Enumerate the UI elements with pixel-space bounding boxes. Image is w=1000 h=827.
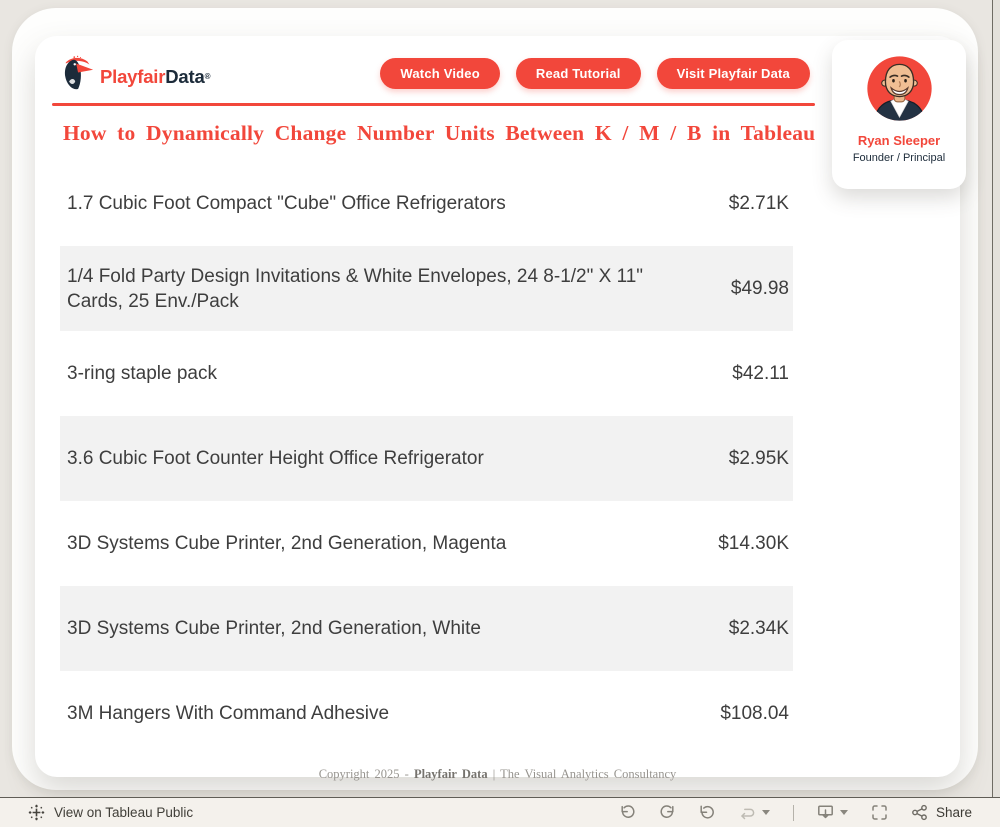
playfair-wordmark: PlayfairData®: [100, 66, 210, 88]
read-tutorial-button[interactable]: Read Tutorial: [515, 57, 641, 89]
toolbar-actions: Share: [619, 804, 972, 821]
wordmark-data: Data: [165, 66, 205, 87]
view-on-tableau-public-label: View on Tableau Public: [54, 805, 194, 820]
redo-icon[interactable]: [659, 804, 676, 821]
share-label: Share: [935, 805, 972, 820]
author-role: Founder / Principal: [852, 152, 946, 164]
sales-value: $14.30K: [718, 532, 789, 554]
sales-value: $49.98: [730, 277, 789, 299]
viz-title: How to Dynamically Change Number Units B…: [63, 121, 816, 145]
product-name: 3M Hangers With Command Adhesive: [67, 703, 390, 724]
fullscreen-icon[interactable]: [871, 804, 888, 821]
product-name: 1.7 Cubic Foot Compact "Cube" Office Ref…: [67, 193, 506, 214]
table-row[interactable]: 1.7 Cubic Foot Compact "Cube" Office Ref…: [60, 161, 793, 246]
sales-value: $2.34K: [728, 617, 789, 639]
table-row[interactable]: 3D Systems Cube Printer, 2nd Generation,…: [60, 501, 793, 586]
refresh-caret-icon: [761, 810, 770, 815]
table-row[interactable]: 3-ring staple pack $42.11: [60, 331, 793, 416]
window-edge: [992, 0, 1000, 797]
download-menu[interactable]: [817, 804, 848, 821]
table-row[interactable]: 1/4 Fold Party Design Invitations & Whit…: [60, 246, 793, 331]
product-name: 3D Systems Cube Printer, 2nd Generation,…: [67, 618, 481, 639]
refresh-icon[interactable]: [739, 805, 756, 820]
product-table: 1.7 Cubic Foot Compact "Cube" Office Ref…: [60, 161, 793, 756]
dashboard-card: PlayfairData® Watch Video Read Tutorial …: [35, 36, 960, 781]
view-on-tableau-public[interactable]: View on Tableau Public: [28, 804, 193, 821]
product-name: 3.6 Cubic Foot Counter Height Office Ref…: [67, 448, 484, 469]
author-name: Ryan Sleeper: [857, 133, 941, 148]
author-card: Ryan Sleeper Founder / Principal: [832, 40, 966, 189]
sales-value: $2.95K: [728, 447, 789, 469]
product-name: 3-ring staple pack: [67, 363, 217, 384]
product-name: 1/4 Fold Party Design Invitations & Whit…: [67, 265, 644, 312]
product-name: 3D Systems Cube Printer, 2nd Generation,…: [67, 533, 507, 554]
sales-value: $42.11: [732, 362, 789, 384]
copyright-prefix: Copyright 2025 -: [318, 767, 414, 781]
copyright-line: Copyright 2025 - Playfair Data | The Vis…: [35, 767, 960, 782]
share-icon: [911, 804, 928, 821]
toolbar-separator: [792, 804, 794, 821]
revert-icon[interactable]: [699, 804, 716, 821]
sales-value: $108.04: [720, 702, 789, 724]
kingfisher-bird-icon: [62, 54, 96, 92]
wordmark-playfair: Playfair: [100, 66, 166, 87]
table-row[interactable]: 3D Systems Cube Printer, 2nd Generation,…: [60, 586, 793, 671]
undo-icon[interactable]: [619, 804, 636, 821]
download-icon[interactable]: [817, 804, 834, 821]
table-row[interactable]: 3.6 Cubic Foot Counter Height Office Ref…: [60, 416, 793, 501]
watch-video-button[interactable]: Watch Video: [380, 57, 500, 89]
avatar: [866, 55, 933, 122]
share-button[interactable]: Share: [911, 804, 972, 821]
refresh-menu[interactable]: [739, 805, 770, 820]
table-row[interactable]: 3M Hangers With Command Adhesive $108.04: [60, 671, 793, 756]
tableau-toolbar: View on Tableau Public: [0, 797, 1000, 827]
header-buttons: Watch Video Read Tutorial Visit Playfair…: [380, 57, 810, 89]
tableau-logo-icon: [28, 804, 45, 821]
red-divider: [52, 103, 815, 106]
registered-mark: ®: [204, 72, 211, 81]
download-caret-icon: [839, 810, 848, 815]
copyright-brand: Playfair Data: [413, 767, 488, 781]
playfair-logo: PlayfairData®: [62, 54, 210, 92]
copyright-suffix: | The Visual Analytics Consultancy: [487, 767, 677, 781]
dashboard-header: PlayfairData® Watch Video Read Tutorial …: [35, 36, 960, 92]
visit-playfair-data-button[interactable]: Visit Playfair Data: [656, 57, 810, 89]
sales-value: $2.71K: [728, 192, 789, 214]
